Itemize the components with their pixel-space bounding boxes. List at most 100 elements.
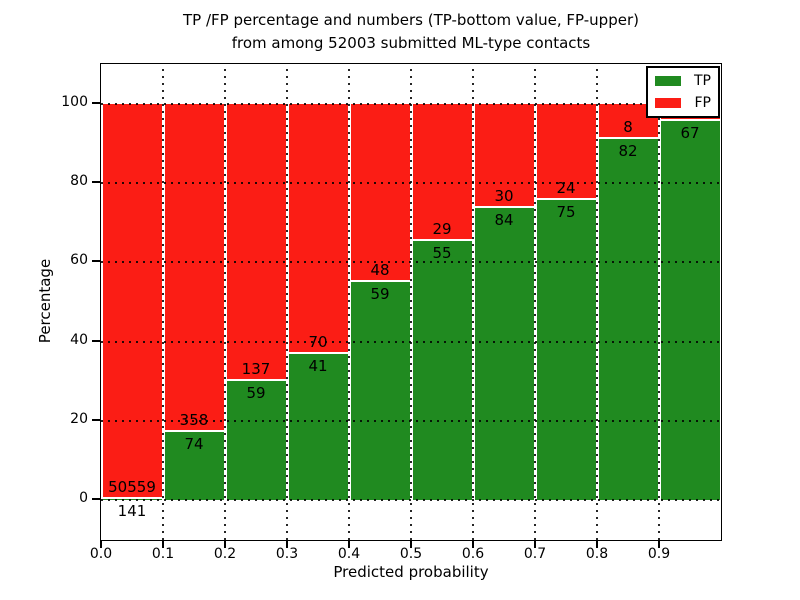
x-tick [348,540,350,548]
y-tick [92,181,100,183]
x-tick-label: 0.1 [151,546,175,562]
tp-count-label: 59 [370,284,390,303]
x-tick-label: 0.7 [523,546,547,562]
bar-column [474,103,534,501]
x-axis-label: Predicted probability [333,563,489,581]
tp-count-label: 41 [308,356,328,375]
tp-count-label: 84 [494,211,514,230]
tp-legend-label: TP [694,73,711,89]
x-tick [224,540,226,548]
bar-column [412,103,472,501]
tp-bar-segment [474,208,534,501]
x-tick [658,540,660,548]
fp-legend-swatch [655,98,681,108]
bar-column [164,103,224,501]
y-tick [92,339,100,342]
fp-count-label: 30 [494,187,514,206]
fp-count-label: 50559 [108,478,156,497]
fp-count-label: 29 [432,219,452,238]
tp-bar-segment [226,380,286,501]
bar-column [598,103,658,501]
chart-title-line1: TP /FP percentage and numbers (TP-bottom… [183,11,639,29]
bar-column [350,103,410,501]
y-tick [92,498,100,501]
fp-bar-segment [164,103,224,433]
x-tick [286,540,288,548]
v-gridline [472,64,474,540]
x-tick-label: 0.9 [647,546,671,562]
v-gridline [286,64,288,540]
tp-bar-segment [350,281,410,501]
fp-count-label: 24 [556,178,576,197]
bar-column [660,103,720,501]
fp-count-label: 48 [370,260,390,279]
x-tick-label: 0.6 [461,546,485,562]
y-tick-label: 40 [70,331,88,348]
tp-count-label: 55 [432,243,452,262]
fp-bar-segment [412,103,472,241]
tp-count-label: 59 [246,383,266,402]
y-tick [92,419,100,421]
tp-count-label: 141 [117,502,147,521]
y-tick-label: 0 [79,490,88,507]
y-tick-label: 60 [70,252,88,269]
h-gridline [101,182,721,184]
fp-count-label: 70 [308,332,328,351]
y-tick [92,260,100,263]
h-gridline [101,420,721,422]
tp-bar-segment [660,120,720,501]
bar-column [102,103,162,501]
x-tick [472,540,474,548]
fp-count-label: 358 [179,411,209,430]
tp-count-label: 82 [618,141,638,160]
v-gridline [224,64,226,540]
y-tick-label: 80 [70,173,88,189]
tp-bar-segment [164,432,224,501]
x-tick-label: 0.2 [213,546,237,562]
tp-count-label: 75 [556,202,576,221]
legend: TP FP [646,66,720,118]
v-gridline [534,64,536,540]
fp-bar-segment [474,103,534,209]
fp-bar-segment [288,103,348,354]
bar-column [536,103,596,501]
tp-bar-segment [536,199,596,501]
x-tick [534,540,536,548]
h-gridline [101,340,721,343]
chart-title-line2: from among 52003 submitted ML-type conta… [231,34,591,52]
fp-legend-label: FP [694,95,712,111]
tp-count-label: 74 [184,435,204,454]
x-tick [162,540,164,548]
plot-area: 50559 141 358 74 137 59 70 41 48 59 29 55 30 84 24 75 8 8… [100,63,722,541]
y-tick-label: 20 [70,411,88,427]
y-tick-label: 100 [61,93,88,110]
x-tick [596,540,598,548]
x-tick-label: 0.4 [337,546,361,562]
fp-bar-segment [226,103,286,381]
v-gridline [410,64,412,540]
x-tick-label: 0.3 [275,546,299,562]
h-gridline [101,261,721,264]
v-gridline [658,64,660,540]
bar-column [288,103,348,501]
x-tick-label: 0.0 [89,546,113,562]
tp-count-label: 67 [680,123,700,142]
h-gridline [101,499,721,502]
x-tick-label: 0.5 [399,546,423,562]
tp-legend-swatch [655,76,681,86]
v-gridline [162,64,164,540]
y-axis-label: Percentage [36,258,54,344]
tp-bar-segment [288,353,348,501]
fp-count-label: 137 [241,359,271,378]
tp-bar-segment [412,240,472,501]
bar-column [226,103,286,501]
x-tick [100,540,102,548]
tp-bar-segment [598,138,658,501]
legend-row-fp: FP [655,95,711,111]
x-tick [410,540,412,548]
y-tick [92,101,100,104]
h-gridline [101,102,721,105]
v-gridline [348,64,350,540]
v-gridline [596,64,598,540]
